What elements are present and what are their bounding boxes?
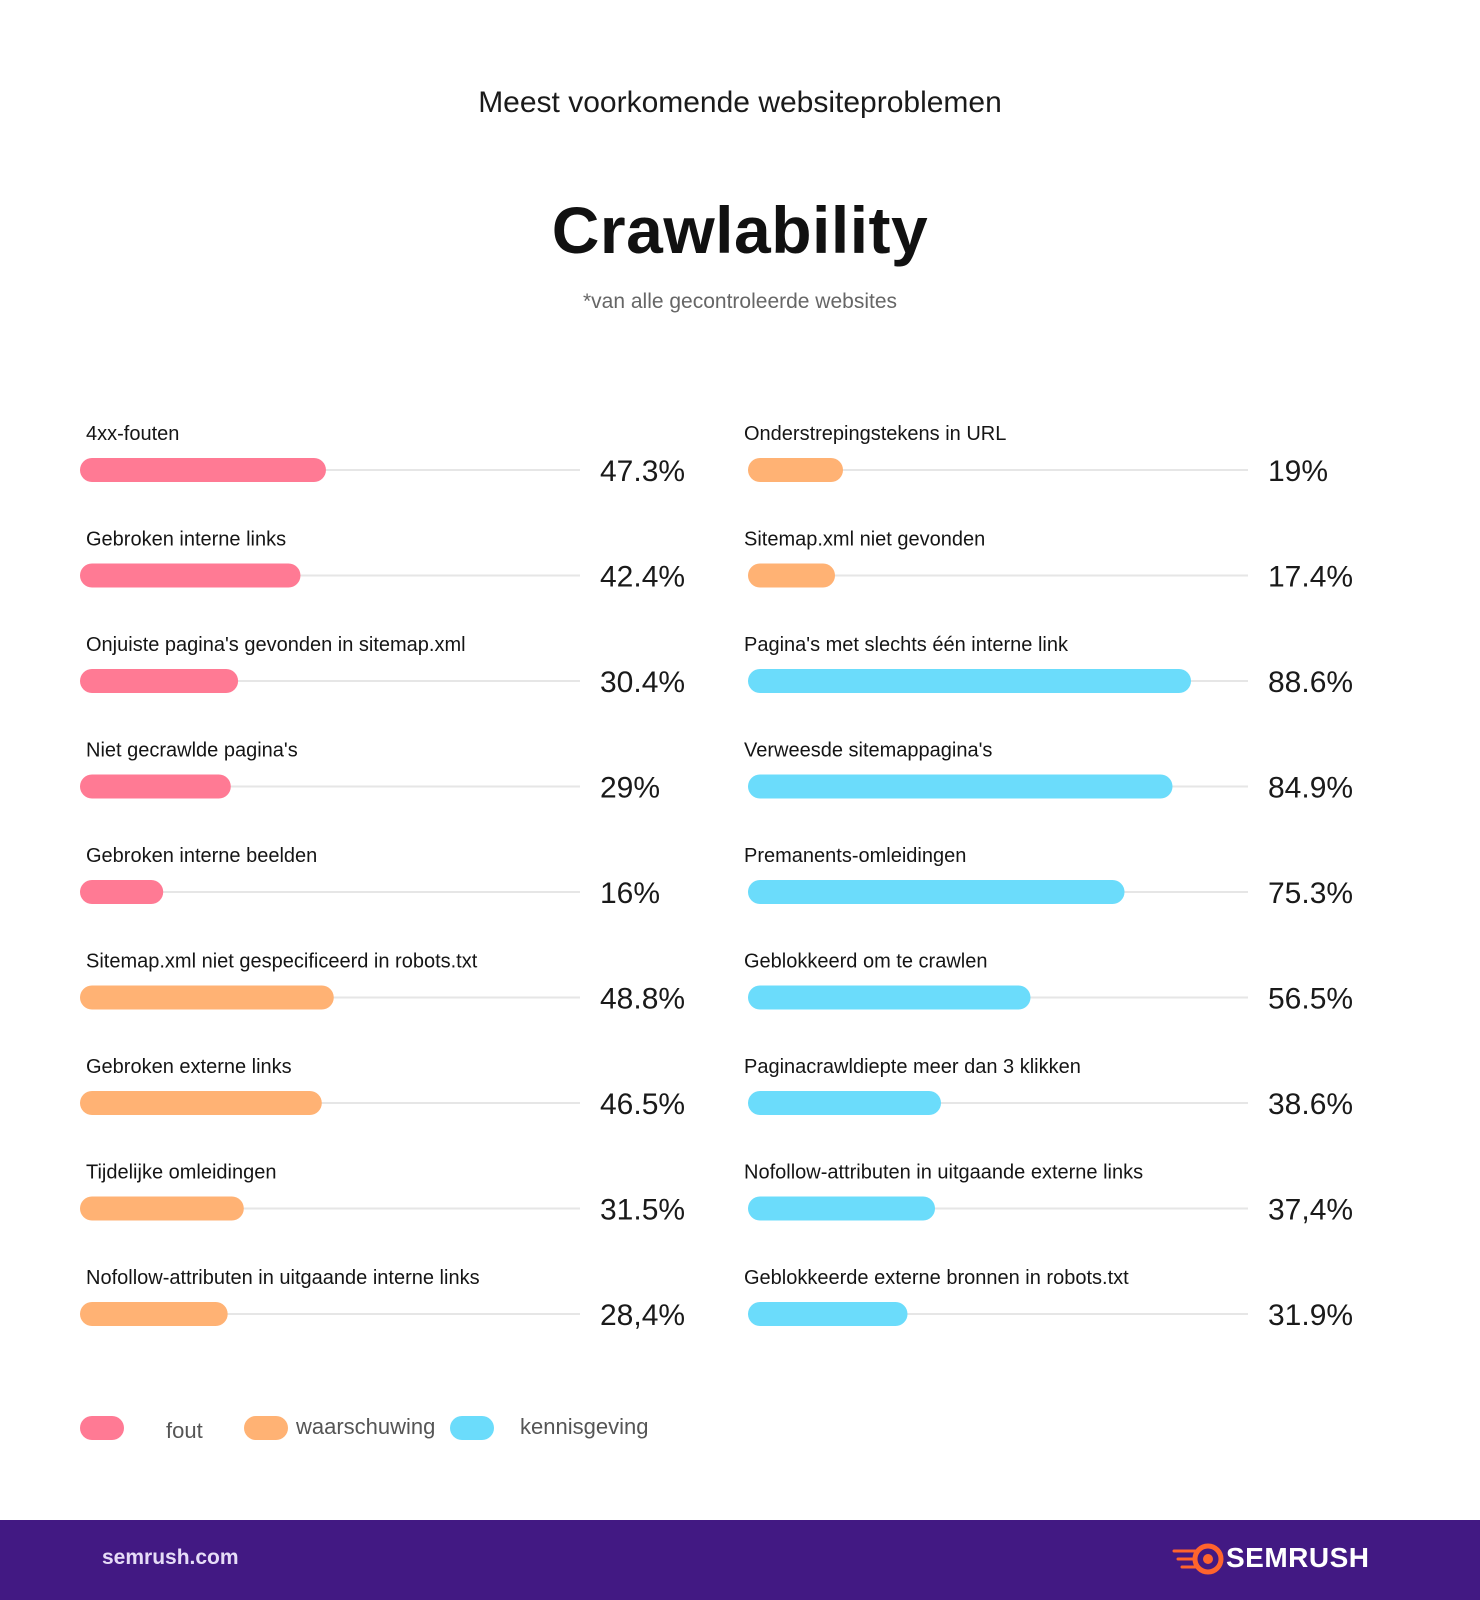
bar-label: Nofollow-attributen in uitgaande externe… [744, 1162, 1143, 1184]
bar [748, 880, 1125, 904]
bar [80, 1302, 228, 1326]
bar-row: Nofollow-attributen in uitgaande externe… [744, 1162, 1353, 1227]
legend-swatch-fout [80, 1416, 124, 1440]
bar [748, 774, 1173, 799]
bar [80, 985, 334, 1010]
bar-label: Pagina's met slechts één interne link [744, 634, 1069, 656]
footer-bar: semrush.com SEMRUSH [0, 1520, 1480, 1600]
bar [748, 1196, 935, 1221]
bar [80, 458, 326, 482]
bar-row: Sitemap.xml niet gespecificeerd in robot… [80, 951, 685, 1016]
bar-value-label: 38.6% [1268, 1088, 1353, 1121]
bar-value-label: 28,4% [600, 1299, 685, 1332]
bar-row: Pagina's met slechts één interne link 88.… [744, 634, 1353, 699]
bar-row: Tijdelijke omleidingen 31.5% [80, 1162, 685, 1227]
bar-label: Nofollow-attributen in uitgaande interne… [86, 1267, 480, 1289]
bar-row: Niet gecrawlde pagina's 29% [80, 740, 660, 805]
chart-legend: fout waarschuwing kennisgeving [80, 1410, 780, 1450]
bar [748, 1091, 941, 1115]
bar [80, 669, 239, 693]
bar [748, 669, 1191, 693]
bar-value-label: 47.3% [600, 455, 685, 488]
crawlability-bar-chart: 4xx-fouten 47.3% Gebroken interne links 42.… [80, 423, 1353, 1332]
bar-label: Premanents-omleidingen [744, 845, 966, 867]
bar-row: Onderstrepingstekens in URL 19% [744, 423, 1328, 488]
semrush-logo: SEMRUSH [1172, 1540, 1402, 1580]
bar-value-label: 19% [1268, 455, 1328, 488]
bar-label: Paginacrawldiepte meer dan 3 klikken [744, 1056, 1081, 1078]
bar-value-label: 31.5% [600, 1194, 685, 1227]
bar-row: Verweesde sitemappagina's 84.9% [744, 740, 1353, 805]
bar [80, 1196, 244, 1221]
bar-value-label: 17.4% [1268, 561, 1353, 594]
bar-row: Geblokkeerd om te crawlen 56.5% [744, 951, 1353, 1016]
bar-row: Gebroken externe links 46.5% [80, 1056, 685, 1121]
bar-row: Geblokkeerde externe bronnen in robots.t… [744, 1267, 1353, 1332]
bar-row: Paginacrawldiepte meer dan 3 klikken 38.6… [744, 1056, 1353, 1121]
bar-row: Premanents-omleidingen 75.3% [744, 845, 1353, 910]
bar-value-label: 29% [600, 772, 660, 805]
bar [748, 1302, 908, 1326]
semrush-brand-name: SEMRUSH [1226, 1542, 1370, 1573]
bar-label: Tijdelijke omleidingen [86, 1162, 276, 1184]
bar-label: Gebroken interne beelden [86, 845, 317, 867]
legend-swatch-waarschuwing [244, 1416, 288, 1440]
bar-label: Sitemap.xml niet gespecificeerd in robot… [86, 951, 478, 973]
bar-value-label: 88.6% [1268, 666, 1353, 699]
bar-row: Onjuiste pagina's gevonden in sitemap.xm… [80, 634, 685, 699]
bar [748, 563, 835, 588]
bar-value-label: 16% [600, 877, 660, 910]
chart-supertitle: Meest voorkomende websiteproblemen [478, 86, 1002, 119]
bar-label: Niet gecrawlde pagina's [86, 740, 298, 762]
semrush-fireball-icon [1172, 1543, 1224, 1575]
legend-label-kennisgeving: kennisgeving [520, 1414, 649, 1439]
bar-value-label: 56.5% [1268, 983, 1353, 1016]
bar-value-label: 30.4% [600, 666, 685, 699]
bar [80, 1091, 322, 1115]
bar-value-label: 84.9% [1268, 772, 1353, 805]
bar [80, 774, 231, 799]
footer-url-link[interactable]: semrush.com [102, 1546, 239, 1569]
bar [748, 458, 843, 482]
bar-label: Onderstrepingstekens in URL [744, 423, 1006, 445]
bar-label: Gebroken externe links [86, 1056, 292, 1078]
legend-label-fout: fout [166, 1418, 203, 1443]
bar-value-label: 48.8% [600, 983, 685, 1016]
bar-value-label: 42.4% [600, 561, 685, 594]
bar-label: Sitemap.xml niet gevonden [744, 529, 985, 551]
bar-label: Onjuiste pagina's gevonden in sitemap.xm… [86, 634, 466, 656]
bar-label: 4xx-fouten [86, 423, 179, 445]
bar-value-label: 46.5% [600, 1088, 685, 1121]
bar-row: Gebroken interne links 42.4% [80, 529, 685, 594]
bar-label: Geblokkeerd om te crawlen [744, 951, 987, 973]
bar [80, 563, 301, 588]
chart-subtitle: *van alle gecontroleerde websites [582, 290, 898, 313]
bar-row: 4xx-fouten 47.3% [80, 423, 685, 488]
bar-label: Geblokkeerde externe bronnen in robots.t… [744, 1267, 1129, 1289]
bar [80, 880, 164, 904]
chart-title: Crawlability [551, 193, 929, 267]
bar-label: Gebroken interne links [86, 529, 286, 551]
bar-row: Sitemap.xml niet gevonden 17.4% [744, 529, 1353, 594]
bar-value-label: 31.9% [1268, 1299, 1353, 1332]
bar-row: Gebroken interne beelden 16% [80, 845, 660, 910]
bar-value-label: 75.3% [1268, 877, 1353, 910]
legend-label-waarschuwing: waarschuwing [296, 1414, 436, 1439]
legend-swatch-kennisgeving [450, 1416, 494, 1440]
bar [748, 985, 1031, 1010]
bar-value-label: 37,4% [1268, 1194, 1353, 1227]
bar-row: Nofollow-attributen in uitgaande interne… [80, 1267, 685, 1332]
bar-label: Verweesde sitemappagina's [744, 740, 992, 762]
